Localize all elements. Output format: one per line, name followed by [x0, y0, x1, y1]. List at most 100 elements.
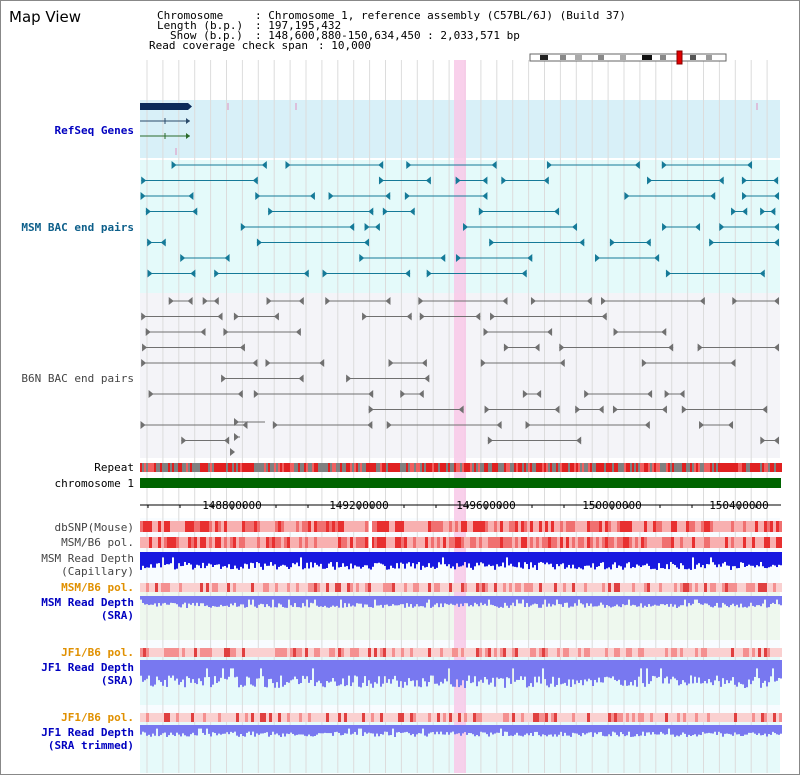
msm-depth-sra-bar [538, 596, 540, 608]
jf1-depth-trimmed-bar [496, 725, 498, 733]
msm-b6-pol-segment [659, 537, 662, 548]
jf1-depth-sra-bar [528, 660, 530, 687]
b6n-bac-pair-end [142, 343, 148, 352]
msm-depth-sra-bar [170, 596, 172, 603]
msm-depth-capillary-bar [556, 552, 558, 565]
msm-b6-pol-segment [272, 537, 275, 548]
msm-b6-pol-segment [716, 537, 719, 548]
dbsnp-segment [500, 521, 503, 532]
jf1-b6-pol-2-segment [170, 713, 173, 722]
msm-b6-pol-2-segment [164, 583, 167, 592]
msm-depth-capillary-bar [478, 552, 480, 566]
b6n-bac-pair-end [325, 297, 331, 305]
jf1-b6-pol-segment [356, 648, 359, 657]
jf1-depth-sra-bar [264, 660, 266, 687]
jf1-b6-pol-segment [671, 648, 674, 657]
jf1-b6-pol-segment [764, 648, 767, 657]
b6n-bac-pair-end [699, 297, 705, 305]
repeat-segment [318, 463, 320, 472]
jf1-depth-sra-bar [174, 660, 176, 681]
jf1-depth-sra-bar [416, 660, 418, 681]
jf1-depth-sra-bar [388, 660, 390, 680]
jf1-depth-trimmed-bar [168, 725, 170, 736]
msm-depth-sra-bar [174, 596, 176, 604]
repeat-segment [646, 463, 648, 472]
b6n-bac-pair-end [668, 343, 674, 352]
msm-b6-pol-segment [236, 537, 239, 548]
jf1-depth-sra-bar [402, 660, 404, 688]
msm-depth-capillary-bar [170, 552, 172, 564]
msm-b6-pol-segment [671, 537, 674, 548]
jf1-depth-sra-bar [294, 660, 296, 677]
jf1-depth-sra-bar [752, 660, 754, 681]
jf1-depth-sra-bar [182, 660, 184, 680]
jf1-depth-trimmed-bar [752, 725, 754, 733]
msm-b6-pol-2-segment [515, 583, 518, 592]
chromosome-bar [140, 478, 781, 488]
jf1-depth-trimmed-bar [370, 725, 372, 734]
msm-depth-sra-bar [450, 596, 452, 604]
jf1-b6-pol-segment [605, 648, 608, 657]
msm-bac-pair-end [774, 192, 779, 200]
repeat-segment [412, 463, 414, 472]
b6n-bac-pair-end [475, 312, 481, 321]
msm-depth-sra-bar [320, 596, 322, 607]
jf1-b6-pol-segment [389, 648, 392, 657]
jf1-b6-pol-segment [659, 648, 662, 657]
msm-b6-pol-2-segment [551, 583, 554, 592]
track-label-jf1-b6-pol-2: JF1/B6 pol. [61, 711, 134, 724]
jf1-b6-pol-2-segment [209, 713, 212, 722]
msm-depth-capillary-bar [352, 552, 354, 569]
dbsnp-segment [479, 521, 482, 532]
track-label-msm-bac[interactable]: MSM BAC end pairs [21, 221, 134, 234]
jf1-depth-trimmed-bar [364, 725, 366, 733]
msm-b6-pol-2-segment [509, 583, 512, 592]
jf1-depth-trimmed-bar [406, 725, 408, 732]
repeat-segment [576, 463, 578, 472]
jf1-depth-sra-bar [704, 660, 706, 682]
jf1-depth-trimmed-bar [236, 725, 238, 736]
msm-bac-pair-end [406, 161, 412, 169]
repeat-segment [698, 463, 700, 472]
jf1-b6-pol-2-segment [650, 713, 653, 722]
jf1-b6-pol-2-segment [632, 713, 635, 722]
msm-depth-sra-bar [502, 596, 504, 608]
jf1-b6-pol-2-segment [266, 713, 269, 722]
b6n-bac-pair-end [237, 390, 243, 398]
jf1-b6-pol-2-segment [227, 713, 230, 722]
repeat-segment [192, 463, 194, 472]
repeat-segment [732, 463, 734, 472]
msm-b6-pol-2-segment [398, 583, 401, 592]
jf1-depth-trimmed-bar [638, 725, 640, 737]
repeat-segment [668, 463, 670, 472]
b6n-bac-pair-end [699, 421, 705, 429]
msm-depth-capillary-bar [440, 552, 442, 565]
msm-depth-sra-bar [752, 596, 754, 606]
msm-b6-pol-2-segment [140, 583, 143, 592]
msm-depth-sra-bar [258, 596, 260, 605]
msm-depth-sra-bar [460, 596, 462, 604]
msm-depth-sra-bar [570, 596, 572, 607]
dbsnp-segment [776, 521, 779, 532]
jf1-depth-sra-bar [552, 660, 554, 677]
msm-depth-sra-bar [270, 596, 272, 608]
repeat-segment [656, 463, 658, 472]
track-label-refseq-genes[interactable]: RefSeq Genes [54, 124, 134, 137]
msm-depth-capillary-bar [580, 552, 582, 569]
msm-depth-sra-bar [208, 596, 210, 607]
msm-b6-pol-segment [653, 537, 656, 548]
repeat-segment [672, 463, 674, 472]
msm-depth-capillary-bar [704, 552, 706, 569]
msm-b6-pol-2-segment [731, 583, 734, 592]
jf1-b6-pol-2-segment [458, 713, 461, 722]
repeat-segment [162, 463, 164, 472]
msm-b6-pol-segment [521, 537, 524, 548]
jf1-depth-trimmed-bar [570, 725, 572, 737]
track-label-b6n-bac[interactable]: B6N BAC end pairs [21, 372, 134, 385]
msm-depth-sra-bar [354, 596, 356, 607]
jf1-b6-pol-segment [413, 648, 416, 657]
axis-tick-label: 150000000 [582, 499, 642, 512]
msm-b6-pol-segment [350, 537, 353, 548]
jf1-depth-trimmed-bar [150, 725, 152, 737]
